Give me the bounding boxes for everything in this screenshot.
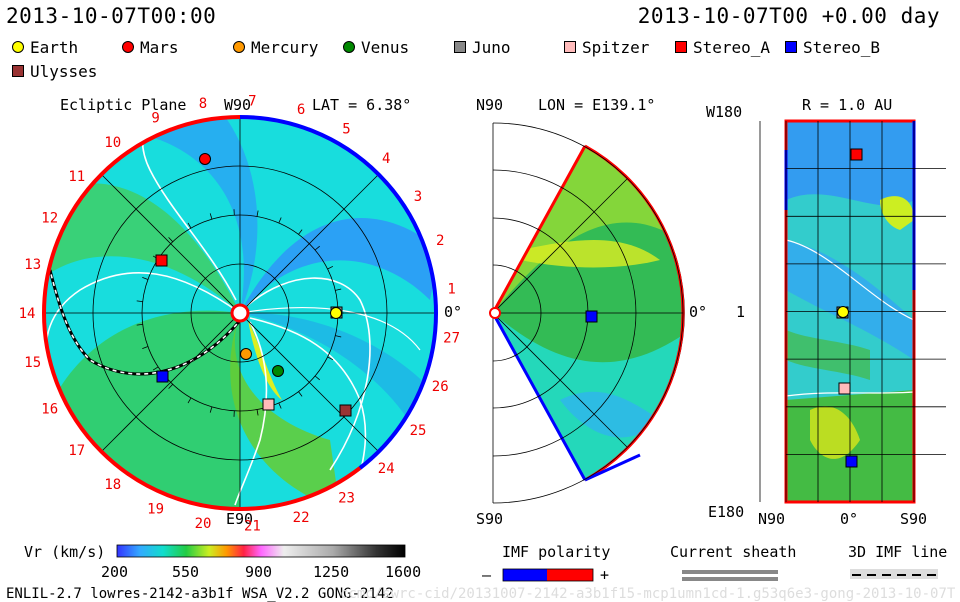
meridional-stereo-b-marker: [586, 311, 597, 322]
rotation-number-5: 5: [342, 122, 350, 138]
stereo-b-marker: [157, 371, 168, 382]
venus-marker: [273, 366, 284, 377]
rotation-number-6: 6: [297, 102, 305, 118]
radial-earth-marker: [838, 307, 849, 318]
rotation-number-1: 1: [447, 281, 455, 297]
rotation-number-2: 2: [436, 233, 444, 249]
stereo-a-marker: [156, 255, 167, 266]
rotation-number-10: 10: [104, 135, 121, 151]
imf-polarity-label: IMF polarity: [502, 543, 610, 561]
ulysses-marker: [340, 405, 351, 416]
mars-marker: [200, 154, 211, 165]
rotation-number-9: 9: [151, 110, 159, 126]
spitzer-marker: [263, 399, 274, 410]
current-sheath-label: Current sheath: [670, 543, 796, 561]
rotation-number-16: 16: [41, 402, 58, 418]
rotation-number-18: 18: [104, 477, 121, 493]
rotation-number-8: 8: [199, 96, 207, 112]
rotation-number-17: 17: [68, 443, 85, 459]
colorbar-tick-1600: 1600: [385, 563, 421, 581]
earth-marker: [331, 308, 342, 319]
rotation-number-27: 27: [443, 331, 460, 347]
radial-panel: [760, 121, 946, 502]
imf-plus: +: [600, 566, 609, 584]
colorbar-tick-200: 200: [101, 563, 128, 581]
imf-minus: –: [482, 566, 491, 584]
rotation-number-4: 4: [382, 151, 390, 167]
rotation-number-14: 14: [19, 306, 36, 322]
rotation-number-21: 21: [244, 519, 261, 535]
rotation-number-7: 7: [248, 93, 256, 109]
rotation-number-25: 25: [410, 423, 427, 439]
mercury-marker: [241, 349, 252, 360]
rotation-number-26: 26: [432, 379, 449, 395]
colorbar-tick-900: 900: [245, 563, 272, 581]
meridional-plane: [490, 123, 690, 503]
rotation-number-19: 19: [147, 502, 164, 518]
rotation-number-22: 22: [293, 510, 310, 526]
rotation-number-11: 11: [68, 169, 85, 185]
colorbar-tick-550: 550: [172, 563, 199, 581]
rotation-number-12: 12: [41, 210, 58, 226]
sun-icon: [232, 305, 248, 321]
colorbar-label: Vr (km/s): [24, 543, 105, 561]
current-sheath-sample: [682, 570, 778, 581]
imf-line-label: 3D IMF line: [848, 543, 947, 561]
imf-line-sample: [850, 569, 938, 579]
radial-spitzer-marker: [839, 383, 850, 394]
colorbar-tick-1250: 1250: [313, 563, 349, 581]
radial-stereo-a-marker: [851, 149, 862, 160]
velocity-colorbar: [117, 545, 405, 557]
rotation-number-3: 3: [414, 189, 422, 205]
rotation-number-13: 13: [24, 257, 41, 273]
radial-stereo-b-marker: [846, 456, 857, 467]
rotation-number-23: 23: [338, 491, 355, 507]
imf-polarity-bar: [503, 569, 593, 581]
rotation-number-20: 20: [195, 516, 212, 532]
rotation-number-24: 24: [378, 461, 395, 477]
rotation-number-15: 15: [24, 355, 41, 371]
